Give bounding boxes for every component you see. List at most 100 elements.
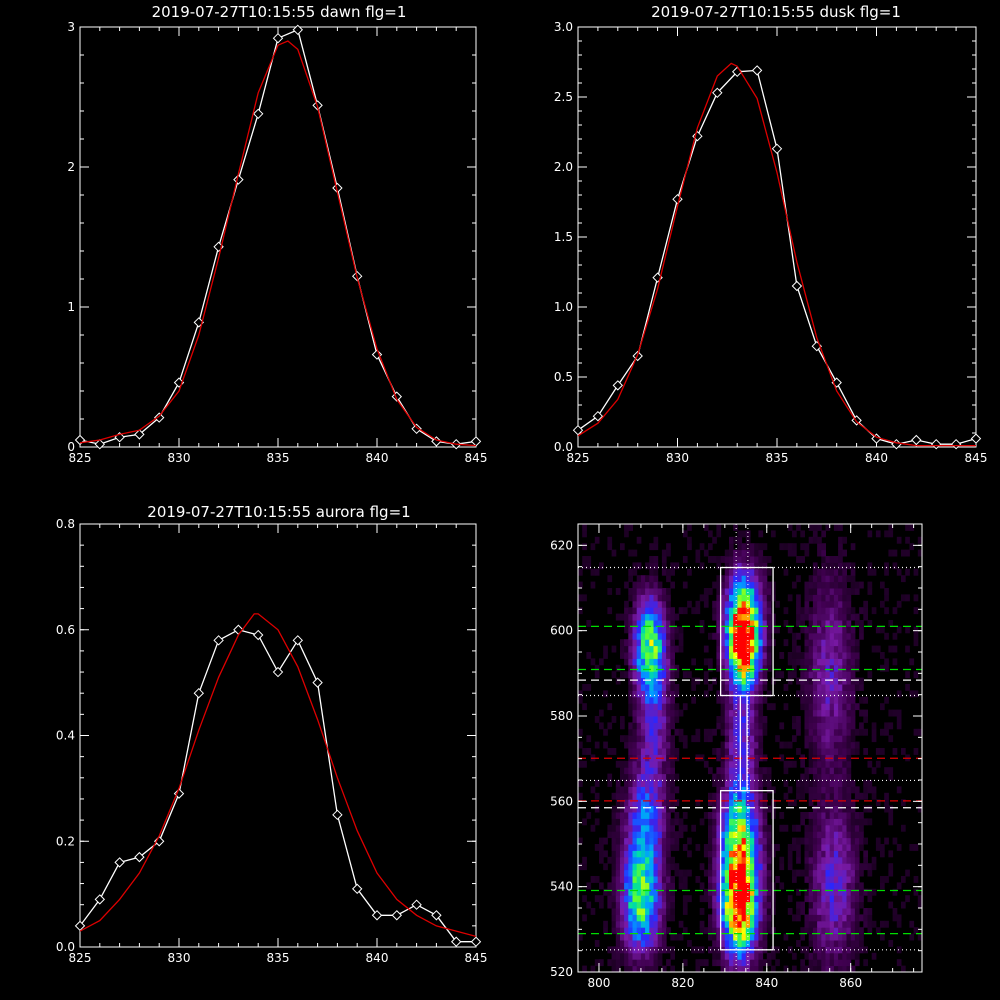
panel-spectrogram-cell	[821, 562, 826, 570]
panel-spectrogram-cell	[821, 620, 826, 627]
panel-spectrogram-cell	[670, 863, 675, 871]
panel-spectrogram-cell	[708, 824, 713, 832]
panel-spectrogram-cell	[842, 933, 847, 941]
panel-spectrogram-cell	[829, 645, 835, 653]
panel-spectrogram-cell	[640, 722, 646, 730]
panel-spectrogram-cell	[645, 773, 650, 781]
panel-spectrogram-cell	[854, 728, 860, 736]
panel-spectrogram-cell	[829, 850, 835, 858]
panel-spectrogram-cell	[636, 645, 642, 653]
panel-spectrogram-cell	[590, 824, 596, 832]
panel-spectrogram-cell	[842, 607, 847, 615]
panel-dusk-xtick-label: 840	[865, 451, 888, 465]
panel-spectrogram-cell	[620, 773, 625, 781]
panel-spectrogram-cell	[624, 652, 629, 659]
panel-spectrogram-cell	[733, 952, 738, 960]
panel-spectrogram-cell	[804, 914, 810, 922]
panel-spectrogram-cell	[632, 773, 638, 781]
panel-spectrogram-cell	[787, 677, 793, 685]
panel-spectrogram-cell	[779, 882, 785, 890]
panel-spectrogram-cell	[729, 549, 734, 557]
panel-spectrogram-cell	[716, 844, 722, 851]
panel-spectrogram-cell	[733, 812, 738, 819]
panel-spectrogram-cell	[762, 722, 768, 730]
panel-spectrogram-cell	[737, 895, 743, 903]
panel-spectrogram-cell	[833, 927, 839, 935]
panel-spectrogram-cell	[804, 741, 810, 749]
panel-spectrogram-cell	[716, 952, 722, 960]
panel-spectrogram-cell	[833, 760, 839, 768]
panel-spectrogram-cell	[800, 530, 805, 538]
panel-spectrogram-cell	[808, 741, 814, 749]
panel-spectrogram-cell	[657, 722, 663, 730]
panel-spectrogram-cell	[829, 556, 835, 563]
panel-spectrogram-cell	[838, 626, 843, 634]
panel-spectrogram-cell	[720, 588, 726, 595]
panel-spectrogram-cell	[850, 850, 856, 858]
panel-spectrogram-cell	[850, 901, 856, 909]
panel-spectrogram-cell	[762, 876, 768, 883]
panel-spectrogram-cell	[729, 600, 734, 608]
panel-spectrogram-cell	[821, 722, 826, 730]
panel-spectrogram-cell	[854, 818, 860, 826]
panel-spectrogram-cell	[720, 620, 726, 627]
panel-spectrogram-cell	[687, 536, 692, 544]
panel-spectrogram-cell	[703, 895, 709, 903]
panel-spectrogram-cell	[594, 664, 600, 672]
panel-spectrogram-cell	[657, 812, 663, 819]
panel-spectrogram-cell	[821, 556, 826, 563]
panel-spectrogram-cell	[838, 658, 843, 666]
panel-spectrogram-cell	[745, 869, 751, 877]
panel-spectrogram-cell	[699, 895, 705, 903]
panel-dusk-xtick-label: 830	[666, 451, 689, 465]
panel-spectrogram-cell	[636, 658, 642, 666]
panel-spectrogram-cell	[649, 812, 654, 819]
panel-spectrogram-cell	[733, 581, 738, 589]
panel-spectrogram-cell	[649, 952, 654, 960]
panel-spectrogram-cell	[653, 869, 659, 877]
panel-spectrogram-cell	[733, 562, 738, 570]
panel-spectrogram-cell	[754, 645, 759, 653]
panel-spectrogram-cell	[817, 735, 822, 743]
panel-spectrogram-cell	[666, 728, 671, 736]
panel-spectrogram-cell	[762, 607, 768, 615]
panel-spectrogram-cell	[661, 773, 667, 781]
panel-spectrogram-cell	[720, 901, 726, 909]
panel-spectrogram-cell	[859, 837, 864, 845]
panel-spectrogram-cell	[636, 946, 642, 954]
panel-spectrogram-cell	[779, 652, 785, 659]
panel-spectrogram-cell	[741, 722, 747, 730]
panel-spectrogram-cell	[640, 613, 646, 621]
panel-spectrogram-cell	[850, 632, 856, 640]
panel-spectrogram-cell	[649, 965, 654, 972]
panel-spectrogram-cell	[657, 677, 663, 685]
panel-spectrogram-overlays	[578, 524, 922, 972]
panel-spectrogram-cell	[628, 920, 633, 928]
panel-spectrogram-cell	[649, 575, 654, 583]
panel-spectrogram-cell	[666, 652, 671, 659]
panel-spectrogram-cell	[817, 588, 822, 595]
panel-spectrogram-cell	[657, 805, 663, 813]
panel-spectrogram-cell	[657, 626, 663, 634]
panel-spectrogram-cell	[666, 824, 671, 832]
panel-spectrogram-cell	[758, 908, 764, 915]
panel-spectrogram-cell	[670, 856, 675, 864]
panel-spectrogram-cell	[817, 895, 822, 903]
panel-spectrogram-cell	[599, 722, 604, 730]
panel-spectrogram-cell	[842, 716, 847, 723]
panel-spectrogram-cell	[632, 696, 638, 704]
panel-spectrogram-cell	[678, 818, 684, 826]
panel-spectrogram-cell	[628, 901, 633, 909]
panel-spectrogram-cell	[640, 799, 646, 807]
panel-spectrogram-cell	[628, 876, 633, 883]
panel-spectrogram-cell	[628, 812, 633, 819]
panel-spectrogram-cell	[850, 677, 856, 685]
panel-spectrogram-cell	[808, 914, 814, 922]
panel-spectrogram-cell	[640, 818, 646, 826]
panel-spectrogram-cell	[838, 920, 843, 928]
panel-spectrogram-cell	[724, 888, 730, 896]
panel-dusk-data-point	[871, 433, 882, 444]
panel-spectrogram-cell	[808, 664, 814, 672]
panel-spectrogram-cell	[833, 805, 839, 813]
panel-spectrogram-cell	[817, 876, 822, 883]
